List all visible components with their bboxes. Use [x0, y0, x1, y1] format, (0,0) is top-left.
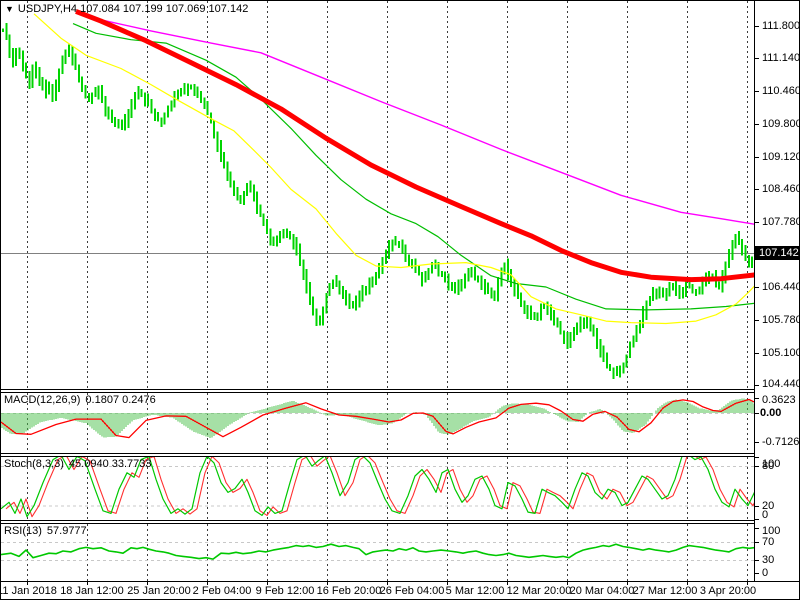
time-axis-tick: [387, 582, 388, 585]
panel-separator[interactable]: [1, 453, 799, 457]
axis-tick: [755, 287, 759, 289]
time-tick-label: 25 Jan 20:00: [127, 585, 191, 597]
macd-tick-label: -0.7126: [762, 436, 800, 449]
price-tick-label: 111.140: [762, 52, 800, 65]
rsi-indicator-values: 57.9777: [46, 525, 87, 537]
macd-indicator-values: 0.1807 0.2476: [85, 394, 156, 406]
time-tick-label: 2 Feb 04:00: [192, 585, 252, 597]
rsi-label: RSI(13) 57.9777: [4, 525, 92, 537]
time-axis-tick: [27, 582, 28, 585]
axis-tick: [755, 528, 759, 530]
stoch-tick-label: 0: [762, 509, 769, 521]
price-tick-label: 107.780: [762, 216, 800, 229]
macd-panel[interactable]: MACD(12,26,9) 0.1807 0.2476: [1, 393, 755, 453]
axis-tick: [755, 573, 759, 575]
axis-tick: [755, 352, 759, 354]
axis-tick: [755, 541, 759, 543]
rsi-indicator-name: RSI(13): [4, 525, 42, 537]
panel-separator[interactable]: [1, 389, 799, 393]
price-tick-label: 108.460: [762, 182, 800, 195]
axis-tick: [755, 466, 759, 468]
time-tick-label: 20 Mar 04:00: [569, 585, 635, 597]
price-axis[interactable]: 111.800 111.140 110.460 109.800 109.120 108.4…: [754, 1, 799, 581]
price-tick-label: 111.800: [762, 20, 800, 33]
chart-title: ▼ USDJPY,H4 107.084 107.199 107.069 107.1…: [5, 3, 248, 15]
rsi-plot-canvas[interactable]: [1, 524, 755, 581]
macd-tick-label: 0.3623: [762, 394, 796, 406]
axis-tick: [755, 385, 759, 386]
rsi-panel[interactable]: RSI(13) 57.9777: [1, 524, 755, 581]
time-tick-label: 3 Apr 20:00: [699, 585, 757, 597]
time-tick-label: 11 Jan 2018: [0, 585, 57, 597]
time-axis-tick: [507, 582, 508, 585]
time-axis-tick: [207, 582, 208, 585]
stoch-indicator-values: 45.0940 33.7733: [68, 458, 152, 470]
time-tick-label: 12 Mar 20:00: [506, 585, 572, 597]
dropdown-triangle-icon: ▼: [5, 4, 14, 14]
time-axis-tick: [267, 582, 268, 585]
price-tick-label: 109.120: [762, 150, 800, 163]
price-tick-label: 105.100: [762, 346, 800, 359]
axis-tick: [755, 398, 759, 400]
axis-tick: [755, 188, 759, 190]
axis-tick: [755, 58, 759, 60]
macd-indicator-name: MACD(12,26,9): [4, 394, 81, 406]
symbol-timeframe: USDJPY,H4: [17, 3, 78, 15]
axis-tick: [755, 559, 759, 561]
axis-tick: [755, 123, 759, 125]
stoch-plot-canvas[interactable]: [1, 457, 755, 520]
time-axis-tick: [627, 582, 628, 585]
stoch-indicator-name: Stoch(8,3,3): [4, 458, 64, 470]
stoch-tick-label: 20: [762, 499, 775, 512]
stoch-label: Stoch(8,3,3) 45.0940 33.7733: [4, 458, 157, 470]
axis-tick: [755, 413, 759, 414]
price-tick-label: 110.460: [762, 85, 800, 98]
time-axis-tick: [747, 582, 748, 585]
time-axis-tick: [327, 582, 328, 585]
rsi-tick-label: 30: [762, 553, 775, 566]
price-panel[interactable]: ▼ USDJPY,H4 107.084 107.199 107.069 107.1…: [1, 1, 755, 389]
price-tick-label: 104.440: [762, 378, 800, 390]
time-tick-label: 16 Feb 20:00: [316, 585, 382, 597]
axis-tick: [755, 319, 759, 321]
price-tick-label: 109.800: [762, 117, 800, 130]
price-tick-label: 105.780: [762, 313, 800, 326]
stoch-tick-label: 80: [762, 460, 775, 473]
axis-tick: [755, 442, 759, 444]
axis-tick: [755, 518, 759, 520]
rsi-tick-label: 100: [762, 525, 781, 537]
axis-tick: [755, 505, 759, 507]
time-axis-tick: [447, 582, 448, 585]
time-tick-label: 9 Feb 12:00: [255, 585, 315, 597]
time-tick-label: 27 Mar 12:00: [632, 585, 698, 597]
macd-tick-label: 0.00: [760, 407, 782, 419]
panel-separator[interactable]: [1, 520, 799, 524]
axis-tick: [755, 26, 759, 28]
macd-label: MACD(12,26,9) 0.1807 0.2476: [4, 394, 161, 406]
axis-tick: [755, 222, 759, 224]
stoch-tick-label: 100: [762, 458, 781, 470]
time-axis-tick: [147, 582, 148, 585]
time-axis-tick: [687, 582, 688, 585]
time-axis[interactable]: 11 Jan 2018 18 Jan 12:00 25 Jan 20:00 2 Feb…: [0, 581, 799, 599]
rsi-tick-label: 0: [762, 567, 769, 580]
axis-tick: [755, 156, 759, 158]
stoch-panel[interactable]: Stoch(8,3,3) 45.0940 33.7733: [1, 457, 755, 520]
price-plot-canvas[interactable]: [1, 1, 755, 389]
current-price-tag: 107.142: [755, 246, 799, 261]
axis-tick: [755, 91, 759, 93]
time-axis-tick: [567, 582, 568, 585]
ohlc-values: 107.084 107.199 107.069 107.142: [80, 3, 249, 15]
time-tick-label: 18 Jan 12:00: [60, 585, 124, 597]
time-axis-tick: [87, 582, 88, 585]
time-tick-label: 26 Feb 04:00: [379, 585, 445, 597]
price-tick-label: 106.440: [762, 281, 800, 294]
macd-plot-canvas[interactable]: [1, 393, 755, 453]
axis-tick: [755, 457, 759, 458]
time-tick-label: 5 Mar 12:00: [445, 585, 505, 597]
rsi-tick-label: 70: [762, 535, 775, 548]
